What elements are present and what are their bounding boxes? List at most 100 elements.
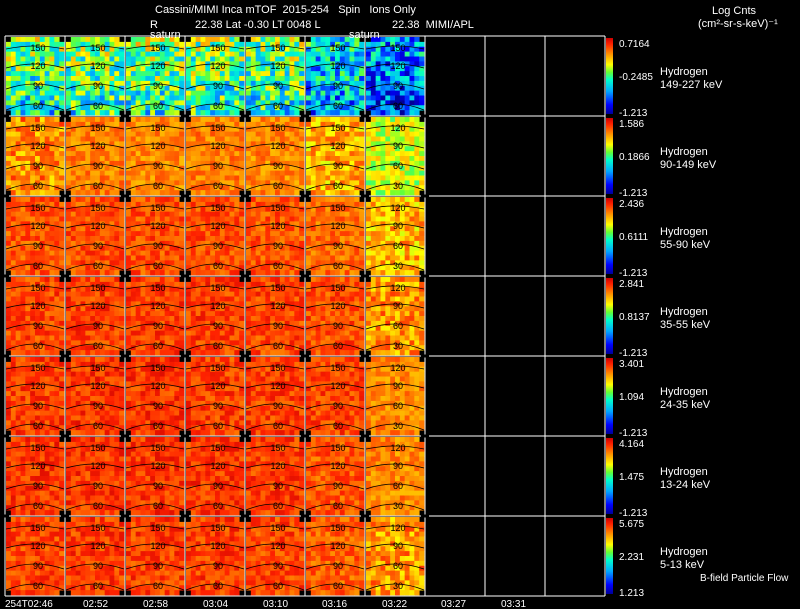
contour-label: 120	[210, 221, 225, 231]
contour-label: 90	[393, 541, 403, 551]
contour-arcs-r4-c5	[305, 365, 365, 431]
contour-label: 120	[390, 443, 405, 453]
grid-tick	[1, 274, 9, 278]
heatmap-panel-r0-c3	[186, 37, 245, 116]
contour-label: 90	[273, 561, 283, 571]
contour-arcs-r5-c1	[65, 445, 125, 511]
contour-label: 90	[273, 241, 283, 251]
contour-label: 90	[93, 81, 103, 91]
grid-tick	[61, 354, 69, 358]
colorbar-min-label: -1.213	[619, 428, 648, 439]
contour-arcs-r4-c4	[245, 365, 305, 431]
contour-arcs-r3-c1	[65, 285, 125, 351]
contour-arcs-r5-c3	[185, 445, 245, 511]
grid-tick	[301, 514, 309, 518]
contour-label: 60	[153, 581, 163, 591]
species-label: Hydrogen	[660, 466, 708, 478]
contour-label: 120	[90, 541, 105, 551]
contour-label: 90	[333, 81, 343, 91]
heatmap-panel-r4-c3	[186, 357, 245, 436]
heatmap-panel-r2-c0	[6, 197, 65, 276]
contour-label: 150	[30, 43, 45, 53]
contour-label: 90	[273, 81, 283, 91]
grid-tick	[361, 354, 369, 358]
contour-label: 90	[393, 381, 403, 391]
time-tick-label: 03:22	[382, 599, 407, 609]
contour-label: 150	[90, 363, 105, 373]
contour-label: 60	[333, 181, 343, 191]
species-label: Hydrogen	[660, 306, 708, 318]
colorbar-max-label: 0.7164	[619, 39, 650, 50]
colorbar-title: Log Cnts	[712, 5, 757, 17]
contour-label: 60	[273, 341, 283, 351]
contour-label: 60	[153, 181, 163, 191]
contour-label: 90	[33, 401, 43, 411]
heatmap-panel-r0-c1	[66, 37, 125, 116]
heatmap-panel-r4-c0	[6, 357, 65, 436]
contour-arcs-r0-c5	[305, 45, 365, 111]
contour-label: 90	[93, 401, 103, 411]
grid-tick	[61, 274, 69, 278]
grid-tick	[241, 354, 249, 358]
grid-tick	[361, 194, 369, 198]
contour-label: 120	[90, 381, 105, 391]
grid-tick	[61, 194, 69, 198]
colorbar-max-label: 3.401	[619, 359, 644, 370]
energy-label: 5-13 keV	[660, 559, 705, 571]
contour-arcs-r0-c0	[5, 45, 65, 111]
contour-label: 150	[150, 523, 165, 533]
colorbar-max-label: 5.675	[619, 519, 644, 530]
colorbar-1	[606, 118, 613, 194]
plot-title: Cassini/MIMI Inca mTOF 2015-254 Spin Ion…	[155, 4, 416, 16]
contour-label: 90	[153, 241, 163, 251]
contour-label: 120	[390, 61, 405, 71]
contour-arcs-r3-c5	[305, 285, 365, 351]
contour-arcs-r2-c3	[185, 205, 245, 271]
contour-label: 120	[30, 301, 45, 311]
contour-label: 120	[210, 461, 225, 471]
contour-label: 90	[213, 161, 223, 171]
contour-label: 60	[153, 101, 163, 111]
contour-label: 90	[393, 221, 403, 231]
contour-label: 120	[210, 541, 225, 551]
contour-label: 150	[30, 363, 45, 373]
grid-tick	[121, 274, 129, 278]
contour-label: 150	[210, 43, 225, 53]
heatmap-panel-r3-c0	[6, 277, 65, 356]
contour-label: 120	[390, 283, 405, 293]
contour-label: 60	[33, 261, 43, 271]
contour-label: 90	[93, 321, 103, 331]
contour-label: 60	[93, 341, 103, 351]
time-tick-label: 02:52	[83, 599, 108, 609]
contour-label: 60	[393, 321, 403, 331]
contour-label: 150	[30, 123, 45, 133]
heatmap-panel-r1-c1	[66, 117, 125, 196]
contour-label: 30	[393, 181, 403, 191]
contour-label: 150	[150, 43, 165, 53]
grid-tick	[361, 114, 369, 118]
heatmap-panel-r3-c5	[306, 277, 365, 356]
heatmap-panel-r6-c1	[66, 517, 125, 596]
grid-tick	[421, 194, 429, 198]
heatmap-panel-r0-c2	[126, 37, 185, 116]
colorbar-min-label: -1.213	[619, 268, 648, 279]
heatmap-panel-r2-c4	[246, 197, 305, 276]
contour-arcs-r1-c6	[365, 125, 425, 191]
colorbar-mid-label: 2.231	[619, 552, 644, 563]
contour-label: 120	[150, 461, 165, 471]
contour-label: 90	[33, 81, 43, 91]
contour-label: 150	[90, 43, 105, 53]
heatmap-panel-r6-c3	[186, 517, 245, 596]
colorbar-min-label: -1.213	[619, 508, 648, 519]
contour-arcs-r6-c4	[245, 525, 305, 591]
contour-label: 30	[393, 261, 403, 271]
contour-label: 120	[90, 301, 105, 311]
contour-label: 60	[393, 241, 403, 251]
grid-tick	[241, 114, 249, 118]
contour-label: 150	[330, 283, 345, 293]
contour-label: 90	[393, 301, 403, 311]
contour-arcs-r3-c6	[365, 285, 425, 351]
contour-arcs-r6-c2	[125, 525, 185, 591]
contour-label: 30	[393, 581, 403, 591]
species-label: Hydrogen	[660, 546, 708, 558]
